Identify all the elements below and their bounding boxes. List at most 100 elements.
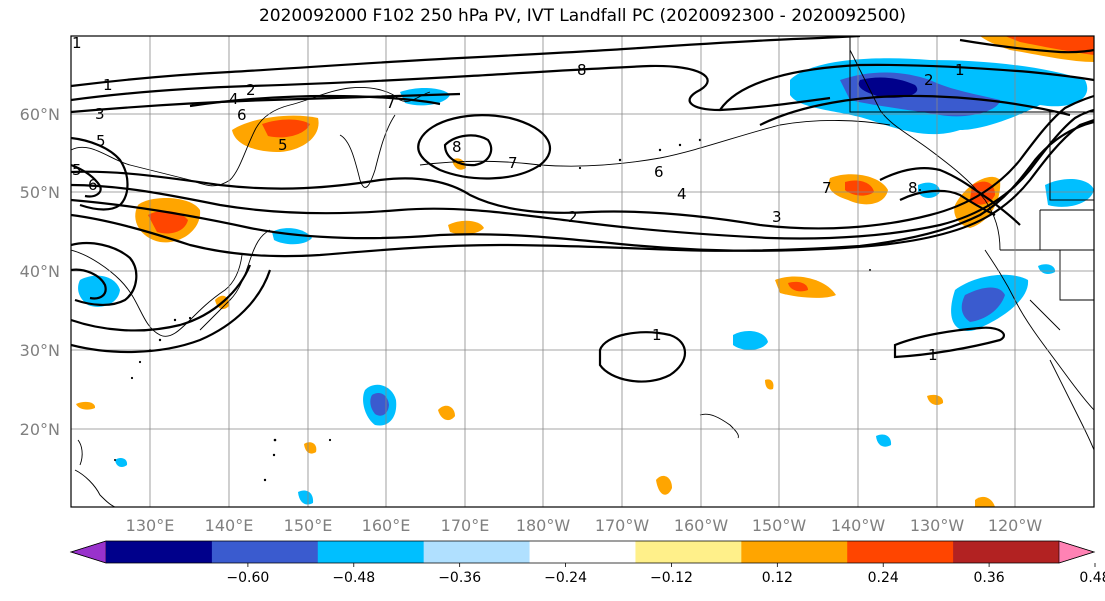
contour-label: 4 bbox=[229, 90, 239, 108]
pos-anomaly-manchuria-core bbox=[148, 210, 188, 234]
pos-anomaly-s2 bbox=[656, 475, 672, 495]
colorbar-tick-label: 0.36 bbox=[974, 570, 1005, 586]
pv-contour-west-low-2 bbox=[71, 269, 272, 354]
pos-anomaly-okhotsk-core bbox=[262, 119, 310, 138]
lon-label: 130°E bbox=[126, 516, 175, 535]
pos-anomaly-s7 bbox=[76, 401, 96, 410]
pv-contour-labels: 1 2 3 4 5 6 6 5 5 1 2 3 4 6 7 8 8 7 1 1 … bbox=[72, 34, 965, 364]
lon-label: 140°W bbox=[831, 516, 886, 535]
coast-taiwan bbox=[77, 439, 83, 466]
pv-contour-west-low bbox=[71, 264, 252, 332]
contour-label: 6 bbox=[654, 163, 664, 181]
pv-contour-asia-low-2 bbox=[71, 268, 107, 300]
colorbar-segment bbox=[529, 541, 636, 563]
colorbar-tick-label: −0.24 bbox=[544, 570, 587, 586]
contour-label: 2 bbox=[924, 71, 934, 89]
contour-label: 7 bbox=[822, 179, 832, 197]
contour-label: 1 bbox=[955, 61, 965, 79]
contour-label: 3 bbox=[95, 105, 105, 123]
pos-anomaly-s1 bbox=[438, 405, 455, 421]
contour-label: 1 bbox=[72, 34, 82, 52]
coast-asia-2 bbox=[71, 249, 243, 337]
pv-contour-north-corner bbox=[959, 38, 1094, 54]
contour-label: 5 bbox=[278, 136, 288, 154]
contour-label: 6 bbox=[237, 106, 247, 124]
neg-anomaly-central-pac bbox=[733, 330, 768, 350]
neg-anomaly-alaska-core bbox=[858, 77, 918, 98]
pos-anomaly-s5 bbox=[975, 496, 995, 507]
longitude-labels: 130°E 140°E 150°E 160°E 170°E 180°W 170°… bbox=[126, 516, 1043, 535]
lon-label: 160°E bbox=[362, 516, 411, 535]
pv-contour-loop-kamchatka-inner bbox=[443, 134, 493, 167]
pv-contour-alaska-2 bbox=[759, 94, 1071, 126]
lat-label: 20°N bbox=[20, 420, 60, 439]
colorbar-segment bbox=[635, 541, 742, 563]
coast-philippines bbox=[74, 469, 116, 507]
colorbar-segment bbox=[106, 541, 213, 563]
contour-label: 8 bbox=[577, 61, 587, 79]
pos-anomaly-mid-core bbox=[788, 281, 808, 292]
coast-baja bbox=[1049, 359, 1094, 451]
pv-contour-5 bbox=[71, 136, 129, 211]
pv-contour-jet-1 bbox=[71, 94, 1094, 230]
contour-label: 1 bbox=[652, 326, 662, 344]
colorbar-tick-label: −0.12 bbox=[650, 570, 693, 586]
coast-aleutians bbox=[419, 120, 891, 167]
lat-label: 50°N bbox=[20, 183, 60, 202]
neg-anomaly-nv bbox=[1038, 264, 1056, 274]
pos-anomaly-s6 bbox=[304, 442, 317, 454]
colorbar-tick-label: 0.48 bbox=[1079, 570, 1105, 586]
colorbar-extend-max bbox=[1058, 540, 1096, 564]
graticule bbox=[71, 36, 1094, 507]
coastlines bbox=[71, 49, 1094, 507]
pv-contour-2 bbox=[71, 64, 831, 112]
lat-label: 30°N bbox=[20, 341, 60, 360]
neg-anomaly-small-2 bbox=[298, 490, 314, 505]
lon-label: 160°W bbox=[674, 516, 729, 535]
colorbar-segment bbox=[423, 541, 531, 563]
pv-contour-low-lat-2 bbox=[893, 326, 1006, 359]
contour-label: 1 bbox=[928, 346, 938, 364]
contour-label: 8 bbox=[908, 179, 918, 197]
contour-label: 8 bbox=[452, 138, 462, 156]
colorbar-segment bbox=[847, 541, 954, 563]
pv-contour-jet-3 bbox=[71, 118, 1094, 252]
landfall-box bbox=[849, 36, 1094, 201]
pos-anomaly-dateline bbox=[448, 220, 484, 235]
colorbar-ticks: −0.60 −0.48 −0.36 −0.24 −0.12 0.12 0.24 0.36 0.4… bbox=[226, 563, 1105, 586]
colorbar-tick-label: 0.12 bbox=[762, 570, 793, 586]
pv-contour-jet-4 bbox=[71, 120, 1094, 258]
coast-alaska bbox=[849, 49, 1001, 251]
colorbar-segment bbox=[741, 541, 848, 563]
pv-contour-alaska-4 bbox=[899, 189, 996, 216]
map-title: 2020092000 F102 250 hPa PV, IVT Landfall… bbox=[258, 6, 906, 26]
contour-label: 6 bbox=[88, 176, 98, 194]
neg-anomaly-california-inner bbox=[961, 287, 1005, 322]
coast-na-west bbox=[984, 249, 1094, 411]
coast-asia bbox=[71, 87, 431, 187]
pos-anomaly-s8 bbox=[765, 379, 774, 390]
pv-contour-loop-kamchatka bbox=[417, 114, 551, 180]
colorbar-tick-label: −0.36 bbox=[438, 570, 481, 586]
pv-contour-low-lat-1 bbox=[598, 331, 686, 383]
coast-kamchatka bbox=[339, 114, 396, 188]
colorbar-segments bbox=[69, 540, 1096, 564]
lon-label: 150°W bbox=[752, 516, 807, 535]
lon-label: 170°E bbox=[441, 516, 490, 535]
colorbar-tick-label: −0.60 bbox=[226, 570, 269, 586]
colorbar-extend-min bbox=[69, 540, 107, 564]
colorbar-segment bbox=[953, 541, 1060, 563]
lon-label: 130°W bbox=[910, 516, 965, 535]
contour-label: 2 bbox=[568, 208, 578, 226]
island-dots bbox=[114, 138, 921, 482]
neg-anomaly-japan-sea bbox=[78, 275, 120, 307]
contour-label: 5 bbox=[96, 132, 106, 150]
lat-label: 40°N bbox=[20, 262, 60, 281]
latitude-labels: 60°N 50°N 40°N 30°N 20°N bbox=[20, 105, 60, 439]
colorbar-tick-label: −0.48 bbox=[332, 570, 375, 586]
colorbar-outline bbox=[69, 540, 1096, 564]
contour-label: 7 bbox=[508, 154, 518, 172]
pv-contours bbox=[71, 36, 1094, 383]
pv-contour-3 bbox=[71, 92, 461, 114]
